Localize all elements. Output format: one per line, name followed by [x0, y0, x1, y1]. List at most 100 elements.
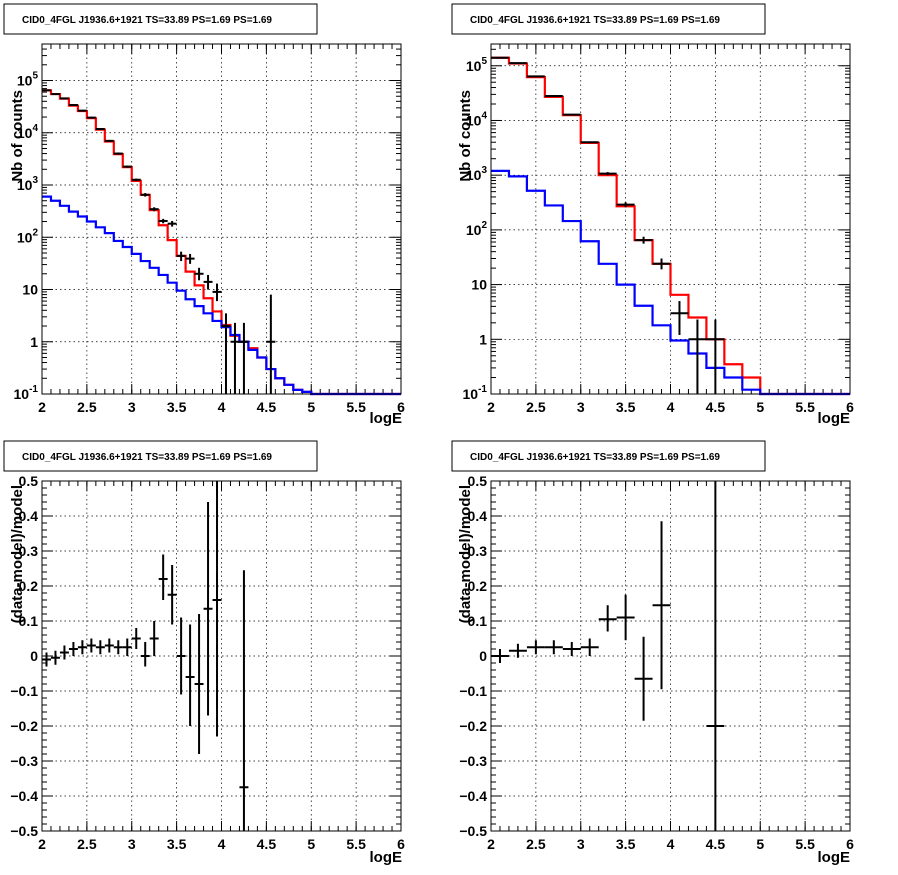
data-point	[634, 236, 653, 244]
y-tick-label: 0.4	[468, 508, 488, 524]
x-tick-label: 6	[397, 399, 405, 415]
y-tick-label: 0	[30, 648, 38, 664]
data-point	[122, 638, 132, 656]
y-tick-label: 0.5	[468, 473, 488, 489]
y-tick-label: 0.4	[19, 508, 39, 524]
x-tick-label: 6	[846, 836, 854, 852]
x-tick-label: 4.5	[706, 399, 726, 415]
data-point	[212, 481, 222, 737]
histogram-series-2	[491, 169, 850, 396]
x-tick-label: 3	[577, 399, 585, 415]
x-tick-label: 2.5	[77, 836, 97, 852]
y-axis-label: (data-model)/model	[457, 485, 474, 623]
y-axis-label: Nb of counts	[457, 90, 474, 182]
data-point	[491, 56, 509, 59]
data-point	[508, 643, 527, 658]
data-point	[562, 113, 581, 116]
data-point	[42, 89, 51, 92]
data-point	[616, 594, 635, 641]
data-point	[104, 139, 114, 142]
data-point	[706, 319, 725, 394]
x-tick-label: 5.5	[795, 399, 815, 415]
x-tick-label: 5	[307, 399, 315, 415]
data-point	[167, 220, 177, 227]
chart-panel-3: CID0_4FGL J1936.6+1921 TS=33.89 PS=1.69 …	[3, 440, 405, 866]
y-tick-label: 102	[17, 227, 39, 245]
chart-title: CID0_4FGL J1936.6+1921 TS=33.89 PS=1.69 …	[22, 452, 272, 463]
y-tick-label: −0.3	[10, 753, 38, 769]
y-tick-label: 10	[471, 277, 487, 293]
data-point	[113, 640, 123, 655]
chart-title: CID0_4FGL J1936.6+1921 TS=33.89 PS=1.69 …	[470, 452, 720, 463]
data-point	[230, 322, 240, 394]
y-tick-label: 105	[17, 71, 39, 89]
x-tick-label: 4.5	[706, 836, 726, 852]
data-point	[122, 165, 132, 168]
x-tick-label: 4	[667, 836, 675, 852]
y-tick-label: 103	[17, 175, 39, 193]
x-tick-label: 3	[577, 836, 585, 852]
chart-panel-1: CID0_4FGL J1936.6+1921 TS=33.89 PS=1.69 …	[3, 3, 405, 427]
x-tick-label: 2.5	[526, 836, 546, 852]
data-point	[59, 97, 69, 100]
x-tick-label: 4.5	[257, 399, 277, 415]
plot-frame	[41, 43, 402, 395]
y-tick-label: 0.3	[19, 543, 39, 559]
x-tick-label: 3	[128, 836, 136, 852]
data-point	[526, 640, 545, 655]
data-point	[104, 638, 114, 653]
y-tick-label: 1	[30, 334, 38, 350]
x-tick-label: 2.5	[77, 399, 97, 415]
chart-title: CID0_4FGL J1936.6+1921 TS=33.89 PS=1.69 …	[22, 15, 272, 26]
data-point	[176, 251, 186, 262]
x-tick-label: 4	[218, 399, 226, 415]
chart-title-box: CID0_4FGL J1936.6+1921 TS=33.89 PS=1.69 …	[451, 3, 766, 35]
data-point	[167, 565, 177, 625]
data-point	[580, 141, 599, 144]
y-tick-label: −0.5	[10, 823, 38, 839]
histogram-series-1	[491, 56, 850, 396]
data-point	[544, 95, 563, 98]
data-point	[526, 75, 545, 78]
chart-panel-2: CID0_4FGL J1936.6+1921 TS=33.89 PS=1.69 …	[451, 3, 854, 427]
data-point	[221, 313, 231, 394]
y-tick-label: −0.4	[459, 788, 487, 804]
x-tick-label: 3.5	[167, 399, 187, 415]
data-point	[158, 218, 168, 224]
data-point	[203, 502, 213, 716]
y-tick-label: 103	[466, 165, 488, 183]
data-point	[50, 93, 60, 96]
data-point	[652, 258, 671, 270]
x-tick-label: 3	[128, 399, 136, 415]
plot-frame	[41, 480, 402, 832]
data-point	[149, 207, 159, 212]
data-point	[598, 172, 617, 176]
data-point	[598, 605, 617, 632]
data-point	[86, 638, 96, 653]
data-point	[508, 62, 527, 65]
y-tick-label: 0.2	[468, 578, 488, 594]
data-point	[194, 267, 204, 281]
y-tick-label: −0.4	[10, 788, 38, 804]
y-tick-label: −0.2	[10, 718, 38, 734]
y-tick-label: −0.3	[459, 753, 487, 769]
y-tick-label: −0.2	[459, 718, 487, 734]
x-tick-label: 2	[38, 399, 46, 415]
data-point	[203, 274, 213, 290]
data-point	[95, 128, 105, 131]
data-point	[239, 570, 249, 831]
data-point	[77, 109, 87, 112]
y-tick-label: −0.5	[459, 823, 487, 839]
plot-frame	[490, 480, 851, 832]
data-point	[95, 640, 105, 655]
chart-panel-4: CID0_4FGL J1936.6+1921 TS=33.89 PS=1.69 …	[451, 440, 854, 866]
y-tick-label: −0.1	[459, 683, 487, 699]
y-axis-label: Nb of counts	[9, 90, 26, 182]
data-point	[706, 481, 725, 831]
data-point	[68, 103, 78, 106]
y-tick-label: 0	[479, 648, 487, 664]
x-axis-label: logE	[818, 410, 851, 427]
y-tick-label: 0.1	[19, 613, 39, 629]
x-tick-label: 3.5	[616, 836, 636, 852]
y-tick-label: −0.1	[10, 683, 38, 699]
